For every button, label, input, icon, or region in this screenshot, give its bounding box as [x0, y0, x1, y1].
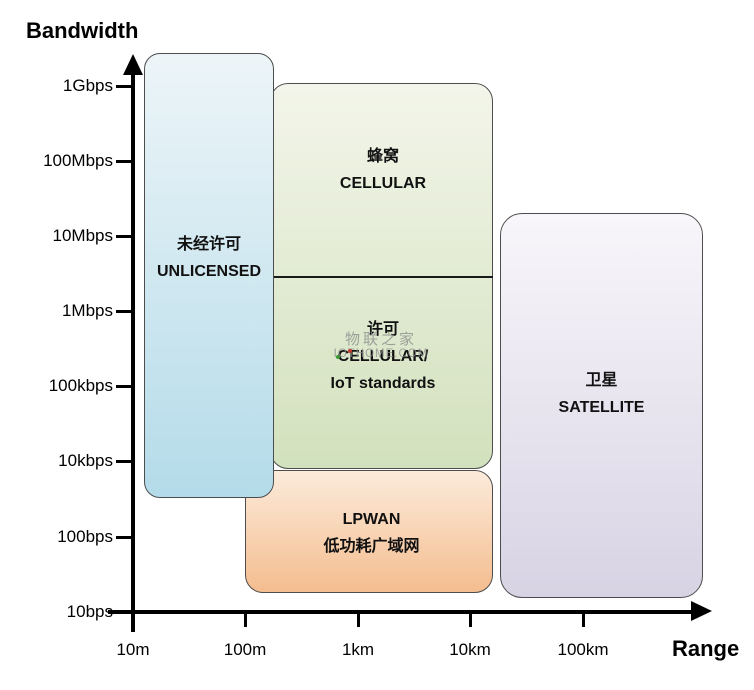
satellite-region-box: [500, 213, 703, 598]
y-tick-label: 100bps: [57, 527, 113, 546]
watermark-text-en: IOTHOME.COM: [333, 348, 429, 360]
y-tick-label: 10Mbps: [52, 226, 113, 245]
x-tick-label: 10km: [449, 640, 491, 659]
y-tick-mark: [116, 84, 133, 88]
lpwan-region-box: [245, 470, 493, 593]
satellite-label-zh: 卫星: [585, 372, 618, 389]
x-tick-label: 100m: [223, 640, 267, 659]
unlicensed-label-zh: 未经许可: [176, 236, 241, 253]
x-tick-mark: [581, 612, 585, 627]
licensed-label-en1: CELLULAR/: [337, 348, 429, 365]
licensed-label-zh: 许可: [366, 321, 399, 338]
y-tick-mark: [116, 535, 133, 539]
y-tick-label: 10bps: [66, 602, 113, 621]
watermark-text-zh: 物联之家: [344, 331, 417, 348]
unlicensed-label-en: UNLICENSED: [156, 263, 261, 280]
licensed-label-en2: IoT standards: [330, 375, 436, 392]
satellite-label: 卫星 SATELLITE: [500, 367, 703, 421]
satellite-label-en: SATELLITE: [558, 399, 645, 416]
x-tick-mark: [468, 612, 472, 627]
watermark-logo-dot-red: [348, 349, 352, 353]
y-tick-mark: [116, 159, 133, 163]
y-tick-mark: [116, 459, 133, 463]
cellular-label-zh: 蜂窝: [366, 148, 399, 165]
x-tick-label: 1km: [341, 640, 375, 659]
y-axis-line: [131, 70, 135, 632]
y-axis-title: Bandwidth: [26, 18, 139, 43]
y-tick-mark: [116, 384, 133, 388]
y-axis-arrow-icon: [123, 54, 143, 75]
x-axis-line: [108, 610, 694, 614]
lpwan-label-en: LPWAN: [342, 511, 401, 528]
unlicensed-region-box: [144, 53, 274, 498]
x-tick-label: 100km: [557, 640, 609, 659]
y-tick-label: 1Mbps: [61, 301, 113, 320]
y-tick-mark: [116, 234, 133, 238]
x-tick-mark: [356, 612, 360, 627]
watermark: 物联之家 IOTHOME.COM: [323, 331, 439, 361]
x-tick-mark: [243, 612, 247, 627]
x-axis-arrow-icon: [691, 601, 712, 621]
y-tick-mark: [116, 309, 133, 313]
cellular-label: 蜂窝 CELLULAR: [273, 143, 493, 197]
lpwan-label-zh: 低功耗广域网: [323, 538, 420, 555]
x-axis-title: Range: [672, 636, 740, 661]
y-tick-label: 100kbps: [48, 376, 113, 395]
y-tick-label: 1Gbps: [62, 76, 113, 95]
lpwan-label: LPWAN 低功耗广域网: [250, 506, 493, 560]
x-tick-label: 10m: [116, 640, 150, 659]
y-tick-label: 100Mbps: [43, 151, 113, 170]
y-tick-label: 10kbps: [58, 451, 113, 470]
watermark-logo-dot-green: [336, 355, 340, 359]
cellular-licensed-divider-line: [270, 276, 493, 278]
licensed-cellular-iot-label: 许可 CELLULAR/ IoT standards: [273, 316, 493, 397]
cellular-label-en: CELLULAR: [339, 175, 427, 192]
unlicensed-label: 未经许可 UNLICENSED: [144, 231, 274, 285]
